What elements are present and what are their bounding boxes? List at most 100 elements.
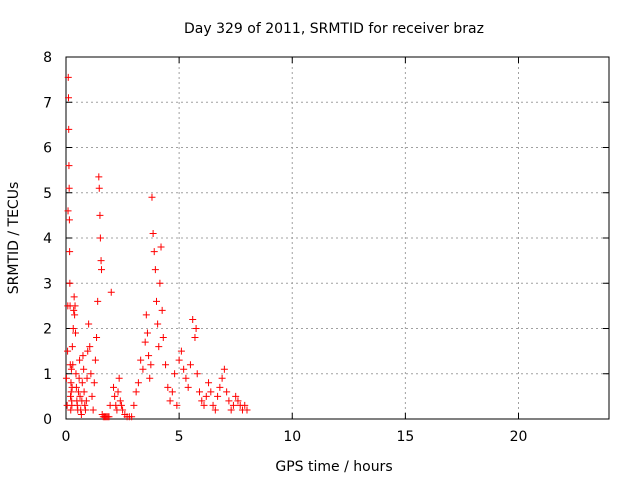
data-point <box>195 388 203 396</box>
data-point <box>65 125 73 133</box>
data-point <box>175 356 183 364</box>
data-point <box>209 401 217 409</box>
data-point <box>80 365 88 373</box>
data-point <box>67 392 75 400</box>
data-point <box>64 73 72 81</box>
data-point <box>66 279 74 287</box>
data-point <box>90 379 98 387</box>
data-point <box>64 94 72 102</box>
y-tick-label: 4 <box>43 231 52 247</box>
data-point <box>65 216 73 224</box>
data-point <box>95 173 103 181</box>
data-point <box>95 184 103 192</box>
data-point <box>148 193 156 201</box>
data-point <box>159 334 167 342</box>
data-point <box>157 243 165 251</box>
data-point <box>67 388 75 396</box>
data-point <box>115 374 123 382</box>
data-point <box>89 406 97 414</box>
x-tick-label: 20 <box>510 429 528 445</box>
data-point <box>137 356 145 364</box>
data-point <box>69 361 77 369</box>
data-point <box>93 334 101 342</box>
data-point <box>72 383 80 391</box>
data-point <box>62 374 70 382</box>
data-point <box>154 320 162 328</box>
data-point <box>117 401 125 409</box>
data-point <box>70 293 78 301</box>
data-point <box>189 315 197 323</box>
data-point <box>162 361 170 369</box>
data-point <box>87 370 95 378</box>
data-point <box>130 401 138 409</box>
data-point <box>168 388 176 396</box>
data-point <box>97 257 105 265</box>
data-point <box>149 229 157 237</box>
data-point <box>193 370 201 378</box>
data-point <box>141 338 149 346</box>
data-point <box>198 397 206 405</box>
data-point <box>66 248 74 256</box>
data-point <box>82 397 90 405</box>
y-tick-label: 6 <box>43 141 52 157</box>
data-point <box>72 329 80 337</box>
x-tick-label: 5 <box>175 429 184 445</box>
y-tick-label: 5 <box>43 186 52 202</box>
y-tick-label: 0 <box>43 412 52 428</box>
data-point <box>218 374 226 382</box>
data-point <box>180 365 188 373</box>
data-point <box>76 392 84 400</box>
data-point <box>146 374 154 382</box>
data-point <box>81 401 89 409</box>
data-point <box>110 383 118 391</box>
data-point <box>67 365 75 373</box>
data-point <box>145 352 153 360</box>
data-point <box>216 383 224 391</box>
data-point <box>67 406 75 414</box>
data-point <box>70 306 78 314</box>
data-point <box>241 401 249 409</box>
data-point <box>98 266 106 274</box>
data-point <box>71 302 79 310</box>
data-point <box>65 184 73 192</box>
data-point <box>139 365 147 373</box>
chart-title: Day 329 of 2011, SRMTID for receiver bra… <box>184 21 484 37</box>
data-point <box>225 397 233 405</box>
data-point <box>68 343 76 351</box>
data-point <box>94 297 102 305</box>
data-point <box>80 388 88 396</box>
data-point <box>132 388 140 396</box>
y-tick-label: 8 <box>43 50 52 66</box>
data-point <box>91 356 99 364</box>
data-point <box>191 334 199 342</box>
data-point <box>229 401 237 409</box>
data-point <box>67 379 75 387</box>
data-point <box>150 248 158 256</box>
y-tick-label: 7 <box>43 95 52 111</box>
data-point <box>107 288 115 296</box>
data-point <box>192 325 200 332</box>
data-point <box>79 352 87 360</box>
x-tick-label: 15 <box>396 429 414 445</box>
data-point <box>96 234 104 242</box>
data-point <box>71 311 79 319</box>
data-point <box>227 406 235 414</box>
x-tick-label: 10 <box>283 429 301 445</box>
data-points <box>62 73 251 421</box>
data-point <box>83 374 91 382</box>
data-point <box>232 392 240 400</box>
data-point <box>164 383 172 391</box>
data-point <box>177 347 185 355</box>
y-axis-label: SRMTID / TECUs <box>6 182 22 295</box>
data-point <box>205 379 213 387</box>
data-point <box>171 370 179 378</box>
data-point <box>202 392 210 400</box>
data-point <box>77 410 85 418</box>
data-point <box>84 347 92 355</box>
data-point <box>116 397 124 405</box>
data-point <box>214 392 222 400</box>
data-point <box>88 392 96 400</box>
data-point <box>96 211 104 219</box>
data-point <box>128 413 136 421</box>
